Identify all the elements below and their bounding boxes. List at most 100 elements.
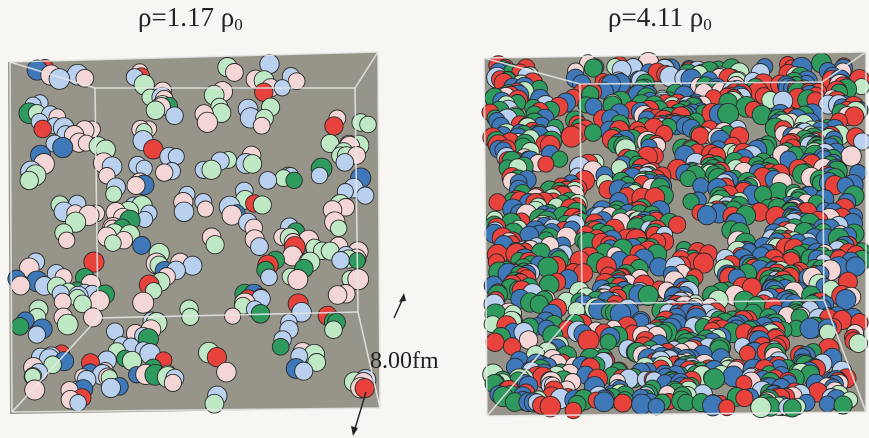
particle <box>613 393 633 413</box>
front-edge <box>486 411 867 417</box>
particle <box>53 292 72 311</box>
particle <box>132 236 151 255</box>
scale-arrows <box>351 293 406 436</box>
particle <box>539 395 562 418</box>
particle <box>224 307 242 325</box>
scale-arrow-down <box>353 391 367 433</box>
front-edge <box>11 407 381 413</box>
particle <box>307 353 327 372</box>
particle <box>294 361 314 381</box>
particle <box>52 136 74 159</box>
particle <box>564 401 583 420</box>
particle <box>165 106 184 125</box>
particle <box>287 72 306 91</box>
particle <box>19 170 39 191</box>
particle <box>291 301 312 323</box>
front-edge <box>9 51 379 63</box>
particle <box>735 389 754 408</box>
back-edge <box>579 81 823 85</box>
front-edge <box>377 51 381 409</box>
particle <box>271 337 290 356</box>
front-edge <box>9 61 13 413</box>
particle <box>848 333 868 353</box>
back-edge <box>354 87 359 313</box>
particle <box>324 320 343 339</box>
particle <box>145 100 166 121</box>
particle <box>310 166 329 185</box>
particle <box>56 313 79 336</box>
back-edge <box>821 81 825 301</box>
particle <box>163 373 182 392</box>
particle <box>693 252 715 274</box>
panel-low-density <box>7 51 381 414</box>
box-size-label: 8.00fm <box>370 348 439 374</box>
scale-arrow-up-head <box>399 293 406 302</box>
particle <box>252 195 272 215</box>
depth-edge <box>823 299 867 413</box>
panel-title-high-density: ρ=4.11 ρ0 <box>608 2 712 34</box>
particle <box>100 377 121 398</box>
particle <box>196 111 218 133</box>
particle <box>10 275 31 296</box>
particle <box>225 63 244 82</box>
front-edge <box>483 51 867 59</box>
particle <box>105 185 123 203</box>
particle <box>750 396 772 419</box>
particle <box>599 333 617 351</box>
particle <box>330 219 348 237</box>
particle <box>718 399 736 417</box>
particle <box>584 123 603 142</box>
depth-edge <box>483 57 581 85</box>
particle <box>287 269 309 290</box>
particle <box>69 394 87 412</box>
particle <box>58 231 76 249</box>
scale-arrow-down-head <box>351 426 358 436</box>
particle <box>73 294 92 314</box>
particle <box>560 125 583 148</box>
particle <box>182 255 203 276</box>
particle <box>835 289 857 311</box>
particle <box>27 325 46 344</box>
box-edges <box>9 51 381 413</box>
front-edge <box>483 57 488 417</box>
box-edges <box>483 51 867 417</box>
particle <box>132 291 155 314</box>
particle <box>833 395 853 415</box>
particle <box>260 268 278 287</box>
depth-edge <box>11 317 99 413</box>
particle <box>204 393 225 414</box>
particle <box>196 200 214 218</box>
particle <box>584 97 603 116</box>
particle <box>782 398 802 418</box>
particle <box>10 317 30 336</box>
depth-edge <box>357 311 381 409</box>
particle <box>48 68 71 90</box>
depth-edge <box>9 61 96 89</box>
particle <box>647 397 666 416</box>
particle <box>668 215 687 234</box>
particle <box>285 171 303 190</box>
particle <box>201 159 222 180</box>
particle-cloud <box>481 51 869 420</box>
particle <box>537 155 555 173</box>
panel-high-density <box>481 51 869 420</box>
particle <box>577 329 600 352</box>
particle <box>853 132 869 151</box>
particle <box>356 186 375 205</box>
depth-edge <box>821 51 867 83</box>
particle <box>331 251 350 270</box>
back-edge <box>97 311 359 319</box>
particle <box>320 133 340 153</box>
depth-edge <box>486 303 583 417</box>
particle <box>216 361 237 383</box>
particle <box>206 347 227 368</box>
particle <box>327 285 348 305</box>
particle <box>24 379 46 401</box>
panel-title-low-density: ρ=1.17 ρ0 <box>138 2 243 34</box>
particle <box>173 201 195 222</box>
particle <box>359 115 377 134</box>
particle <box>155 163 174 182</box>
particle <box>181 307 200 326</box>
back-edge <box>579 83 583 305</box>
particle <box>252 116 271 135</box>
